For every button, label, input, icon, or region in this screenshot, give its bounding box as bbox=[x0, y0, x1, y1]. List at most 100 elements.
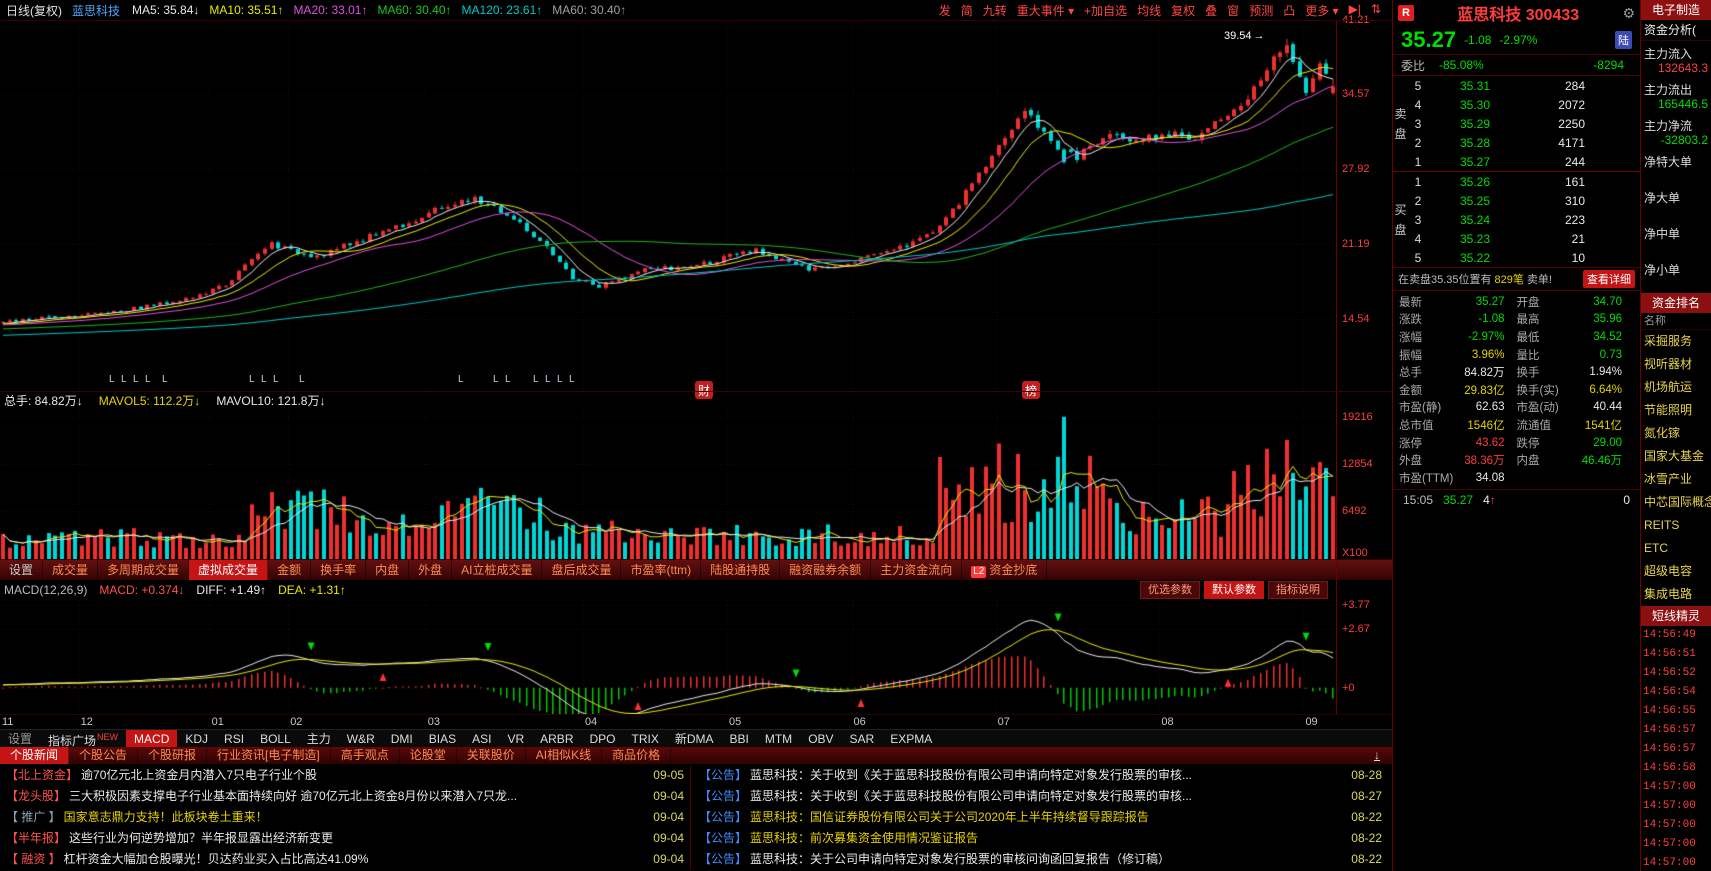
news-headline[interactable]: 杠杆资金大幅加仓股曝光！贝达药业买入占比高达41.09% bbox=[63, 852, 369, 866]
sprite-time-row[interactable]: 14:57:00 bbox=[1643, 819, 1696, 831]
announcement-item[interactable]: 【公告】 蓝思科技：国信证券股份有限公司关于公司2020年上半年持续督导跟踪报告 0… bbox=[691, 807, 1392, 828]
download-icon[interactable]: ↓ bbox=[1374, 748, 1380, 762]
func-tab[interactable]: 主力资金流向 bbox=[871, 560, 963, 580]
news-tab[interactable]: 论股堂 bbox=[400, 747, 457, 764]
indicator-tab[interactable]: W&R bbox=[346, 732, 375, 746]
announcement-item[interactable]: 【公告】 蓝思科技：关于公司申请向特定对象发行股票的审核问询函回复报告（修订稿） 0… bbox=[691, 849, 1392, 870]
sprite-time-row[interactable]: 14:56:54 bbox=[1643, 686, 1696, 698]
func-tab[interactable]: 多周期成交量 bbox=[98, 560, 190, 580]
announcement-headline[interactable]: 蓝思科技：国信证券股份有限公司关于公司2020年上半年持续督导跟踪报告 bbox=[750, 810, 1149, 824]
news-headline[interactable]: 三大积极因素支撑电子行业基本面持续向好 逾70亿元北上资金8月份以来潜入7只龙.… bbox=[69, 789, 518, 803]
news-tab[interactable]: 个股研报 bbox=[138, 747, 208, 764]
news-tab[interactable]: AI相似K线 bbox=[526, 747, 603, 764]
indicator-tab[interactable]: SAR bbox=[849, 732, 875, 746]
indicator-tab[interactable]: ASI bbox=[472, 732, 492, 746]
sprite-time-row[interactable]: 14:57:00 bbox=[1643, 800, 1696, 812]
sprite-time-row[interactable]: 14:56:52 bbox=[1643, 667, 1696, 679]
macd-param-button[interactable]: 优选参数 bbox=[1140, 581, 1200, 599]
topbar-button[interactable]: 凸 bbox=[1283, 3, 1296, 18]
sprite-time-row[interactable]: 14:56:57 bbox=[1643, 724, 1696, 736]
topbar-button[interactable]: 发 bbox=[938, 3, 951, 18]
topbar-button[interactable]: 九转 bbox=[982, 3, 1007, 18]
sector-item[interactable]: 节能照明 bbox=[1644, 403, 1693, 417]
func-tab[interactable]: 金额 bbox=[268, 560, 312, 580]
news-item[interactable]: 【半年报】 这些行业为何逆势增加？半年报显露出经济新变更 09-04 bbox=[0, 828, 691, 849]
indicator-tab[interactable]: 新DMA bbox=[674, 732, 714, 746]
sprite-time-row[interactable]: 14:56:51 bbox=[1643, 648, 1696, 660]
indicator-tab[interactable]: BOLL bbox=[260, 732, 291, 746]
indicator-tab[interactable]: MTM bbox=[764, 732, 793, 746]
indicator-tab[interactable]: VR bbox=[507, 732, 525, 746]
volume-chart[interactable] bbox=[0, 408, 1336, 559]
news-headline[interactable]: 逾70亿元北上资金月内潜入7只电子行业个股 bbox=[81, 768, 318, 782]
func-tab-settings[interactable]: 设置 bbox=[0, 560, 44, 580]
news-item[interactable]: 【 融资 】杠杆资金大幅加仓股曝光！贝达药业买入占比高达41.09% 09-04 bbox=[0, 849, 691, 870]
indicator-tab[interactable]: MACD bbox=[126, 730, 178, 748]
macd-param-button[interactable]: 默认参数 bbox=[1204, 581, 1264, 599]
news-tab[interactable]: 个股公告 bbox=[69, 747, 139, 764]
sprite-time-row[interactable]: 14:56:55 bbox=[1643, 705, 1696, 717]
announcement-headline[interactable]: 蓝思科技：关于公司申请向特定对象发行股票的审核问询函回复报告（修订稿） bbox=[750, 852, 1171, 866]
sector-item[interactable]: 中芯国际概念 bbox=[1644, 495, 1711, 509]
topbar-button[interactable]: 简 bbox=[960, 3, 973, 18]
func-tab[interactable]: 虚拟成交量 bbox=[189, 560, 269, 580]
news-tab[interactable]: 关联股价 bbox=[457, 747, 526, 764]
announcement-headline[interactable]: 蓝思科技：前次募集资金使用情况鉴证报告 bbox=[750, 831, 979, 845]
topbar-button[interactable]: 重大事件 ▾ bbox=[1016, 3, 1075, 18]
sector-item[interactable]: 采掘服务 bbox=[1644, 334, 1693, 348]
news-headline[interactable]: 这些行业为何逆势增加？半年报显露出经济新变更 bbox=[69, 831, 334, 845]
indicator-tab[interactable]: BBI bbox=[729, 732, 749, 746]
candlestick-chart[interactable] bbox=[0, 20, 1336, 392]
announcement-headline[interactable]: 蓝思科技：关于收到《关于蓝思科技股份有限公司申请向特定对象发行股票的审核... bbox=[750, 789, 1193, 803]
topbar-button[interactable]: +加自选 bbox=[1084, 3, 1128, 18]
topbar-button[interactable]: ▶| bbox=[1348, 1, 1361, 16]
sector-item[interactable]: 集成电路 bbox=[1644, 587, 1693, 601]
indicator-tab[interactable]: OBV bbox=[808, 732, 834, 746]
indicator-tab[interactable]: TRIX bbox=[631, 732, 659, 746]
func-tab[interactable]: 陆股通持股 bbox=[701, 560, 781, 580]
sprite-time-row[interactable]: 14:57:00 bbox=[1643, 781, 1696, 793]
sprite-time-row[interactable]: 14:57:00 bbox=[1643, 857, 1696, 869]
func-tab[interactable]: 内盘 bbox=[366, 560, 410, 580]
topbar-button[interactable]: 预测 bbox=[1249, 3, 1274, 18]
industry-tab[interactable]: 电子制造 bbox=[1641, 0, 1711, 20]
indicator-tab[interactable]: DMI bbox=[390, 732, 413, 746]
announcement-item[interactable]: 【公告】 蓝思科技：关于收到《关于蓝思科技股份有限公司申请向特定对象发行股票的审核… bbox=[691, 786, 1392, 807]
sprite-time-row[interactable]: 14:57:00 bbox=[1643, 838, 1696, 850]
news-item[interactable]: 【北上资金】 逾70亿元北上资金月内潜入7只电子行业个股 09-05 bbox=[0, 765, 691, 786]
indicator-tab[interactable]: 主力 bbox=[306, 732, 331, 746]
topbar-button[interactable]: 更多 ▾ bbox=[1305, 3, 1339, 18]
gear-icon[interactable]: ⚙ bbox=[1622, 4, 1635, 21]
func-tab-l2[interactable]: L2 资金抄底 bbox=[962, 560, 1048, 580]
topbar-button[interactable]: 窗 bbox=[1227, 3, 1240, 18]
announcement-headline[interactable]: 蓝思科技：关于收到《关于蓝思科技股份有限公司申请向特定对象发行股票的审核... bbox=[750, 768, 1193, 782]
news-item[interactable]: 【龙头股】 三大积极因素支撑电子行业基本面持续向好 逾70亿元北上资金8月份以来潜… bbox=[0, 786, 691, 807]
float-shortcut-button[interactable]: 财 bbox=[695, 381, 713, 399]
indicator-tab-settings[interactable]: 设置 bbox=[8, 732, 33, 746]
fund-analysis-tab[interactable]: 资金分析( bbox=[1641, 20, 1711, 41]
indicator-tab[interactable]: RSI bbox=[224, 732, 245, 746]
stock-name-label[interactable]: 蓝思科技 bbox=[72, 3, 121, 18]
news-tab[interactable]: 个股新闻 bbox=[0, 747, 70, 764]
func-tab[interactable]: 换手率 bbox=[311, 560, 367, 580]
period-selector[interactable]: 日线(复权) bbox=[6, 3, 62, 18]
sprite-time-row[interactable]: 14:56:49 bbox=[1643, 629, 1696, 641]
macd-chart[interactable] bbox=[0, 600, 1336, 714]
func-tab[interactable]: 成交量 bbox=[43, 560, 99, 580]
sector-item[interactable]: 氮化镓 bbox=[1644, 426, 1681, 440]
topbar-button[interactable]: ⇅ bbox=[1370, 1, 1381, 16]
func-tab[interactable]: 盘后成交量 bbox=[542, 560, 622, 580]
float-shortcut-button[interactable]: 榜 bbox=[1022, 381, 1040, 399]
macd-param-button[interactable]: 指标说明 bbox=[1268, 581, 1328, 599]
sector-item[interactable]: 视听器材 bbox=[1644, 357, 1693, 371]
news-tab[interactable]: 行业资讯[电子制造] bbox=[207, 747, 331, 764]
func-tab[interactable]: 市盈率(ttm) bbox=[621, 560, 702, 580]
sprite-header[interactable]: 短线精灵 bbox=[1641, 606, 1711, 626]
news-headline[interactable]: 国家意志鼎力支持！此板块卷土重来！ bbox=[63, 810, 268, 824]
sprite-time-row[interactable]: 14:56:58 bbox=[1643, 762, 1696, 774]
sector-item[interactable]: ETC bbox=[1644, 541, 1668, 555]
sprite-time-row[interactable]: 14:56:57 bbox=[1643, 743, 1696, 755]
func-tab[interactable]: AI立桩成交量 bbox=[452, 560, 543, 580]
topbar-button[interactable]: 叠 bbox=[1205, 3, 1218, 18]
news-tab[interactable]: 高手观点 bbox=[331, 747, 400, 764]
